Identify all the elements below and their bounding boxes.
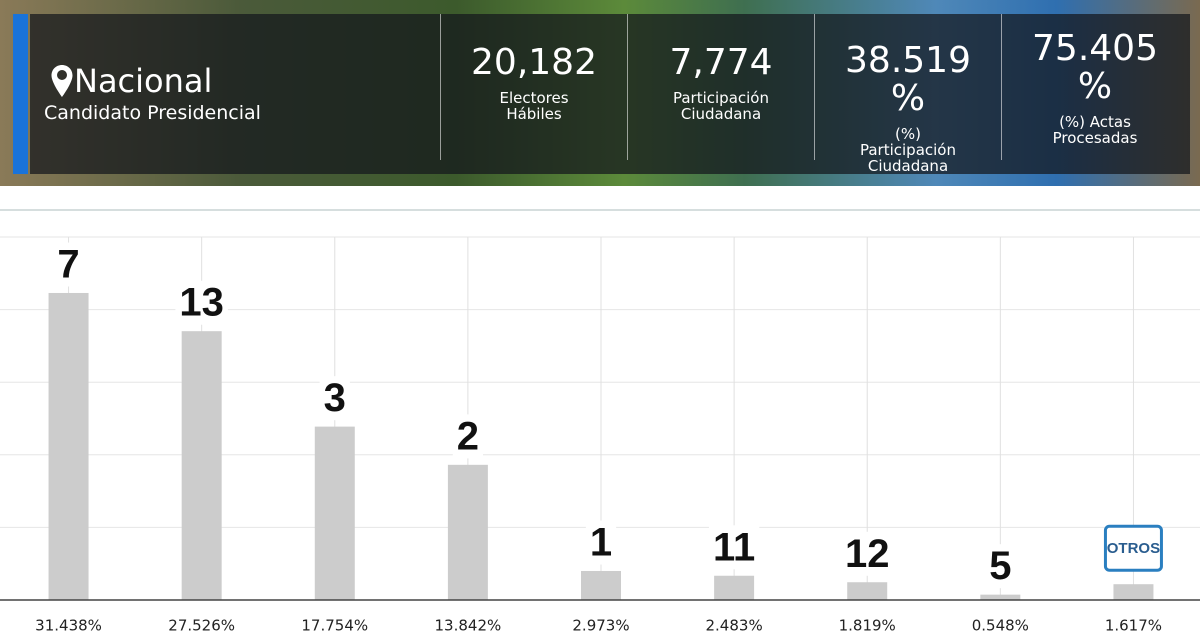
x-tick-label: 31.438%: [35, 617, 102, 635]
stat-value: 20,182: [471, 42, 597, 83]
location: Nacional: [50, 62, 212, 100]
label-bg: [708, 525, 760, 570]
bar: [581, 570, 621, 600]
bar-label: OTROS: [1107, 540, 1160, 557]
stat-label: Participación Ciudadana: [672, 89, 769, 123]
label-bg: [175, 280, 228, 325]
bar: [48, 292, 89, 600]
subtitle: Candidato Presidencial: [44, 102, 261, 124]
bar: [181, 331, 222, 600]
bar: [314, 426, 355, 600]
bar: [847, 582, 888, 600]
location-name: Nacional: [74, 62, 213, 100]
bar: [980, 594, 1021, 600]
label-bg: [452, 414, 484, 459]
bar-label: 12: [845, 532, 890, 576]
stat: 20,182 Electores Hábiles: [440, 14, 627, 160]
header: Nacional Candidato Presidencial 20,182 El…: [0, 0, 1200, 186]
x-tick-label: 1.617%: [1105, 617, 1162, 635]
bar-label: 3: [324, 376, 346, 420]
x-tick-label: 0.548%: [972, 617, 1029, 635]
stat: 75.405 % (%) Actas Procesadas: [1001, 14, 1188, 160]
bar-label: 13: [179, 281, 224, 325]
label-bg: [53, 242, 84, 287]
header-panel: [30, 14, 1190, 174]
bar-label: 5: [989, 544, 1011, 588]
chart: 7 31.438% 13 27.526% 3 17.754% 2 13.842% 1 2.973%…: [0, 209, 1200, 635]
stat-label: (%) Actas Procesadas: [1052, 113, 1138, 147]
label-bg: [840, 531, 894, 576]
x-tick-label: 2.973%: [572, 617, 629, 635]
label-bg: [585, 520, 617, 565]
bar-label: 7: [57, 243, 79, 287]
stat-value: 7,774: [669, 42, 773, 83]
x-tick-label: 2.483%: [706, 617, 763, 635]
accent-bar: [13, 14, 28, 174]
stat-label: (%) Participación Ciudadana: [859, 125, 956, 175]
pin-icon: [51, 65, 73, 97]
bar: [447, 464, 488, 600]
bar: [714, 575, 755, 600]
stat: 38.519 % (%) Participación Ciudadana: [814, 14, 1001, 174]
label-bg: [985, 544, 1016, 589]
others-badge: [1103, 524, 1163, 572]
x-tick-label: 1.819%: [839, 617, 896, 635]
bar-label: 1: [590, 521, 612, 565]
x-tick-label: 27.526%: [168, 617, 235, 635]
bar-label: 2: [457, 414, 479, 458]
stat-value: 75.405 %: [1032, 28, 1158, 107]
bar-label: 11: [713, 525, 755, 569]
stat-label: Electores Hábiles: [499, 89, 569, 123]
label-bg: [319, 376, 350, 421]
stat: 7,774 Participación Ciudadana: [627, 14, 814, 160]
x-tick-label: 17.754%: [301, 617, 368, 635]
x-tick-label: 13.842%: [435, 617, 502, 635]
stat-value: 38.519 %: [845, 40, 971, 119]
bar: [1113, 584, 1154, 600]
